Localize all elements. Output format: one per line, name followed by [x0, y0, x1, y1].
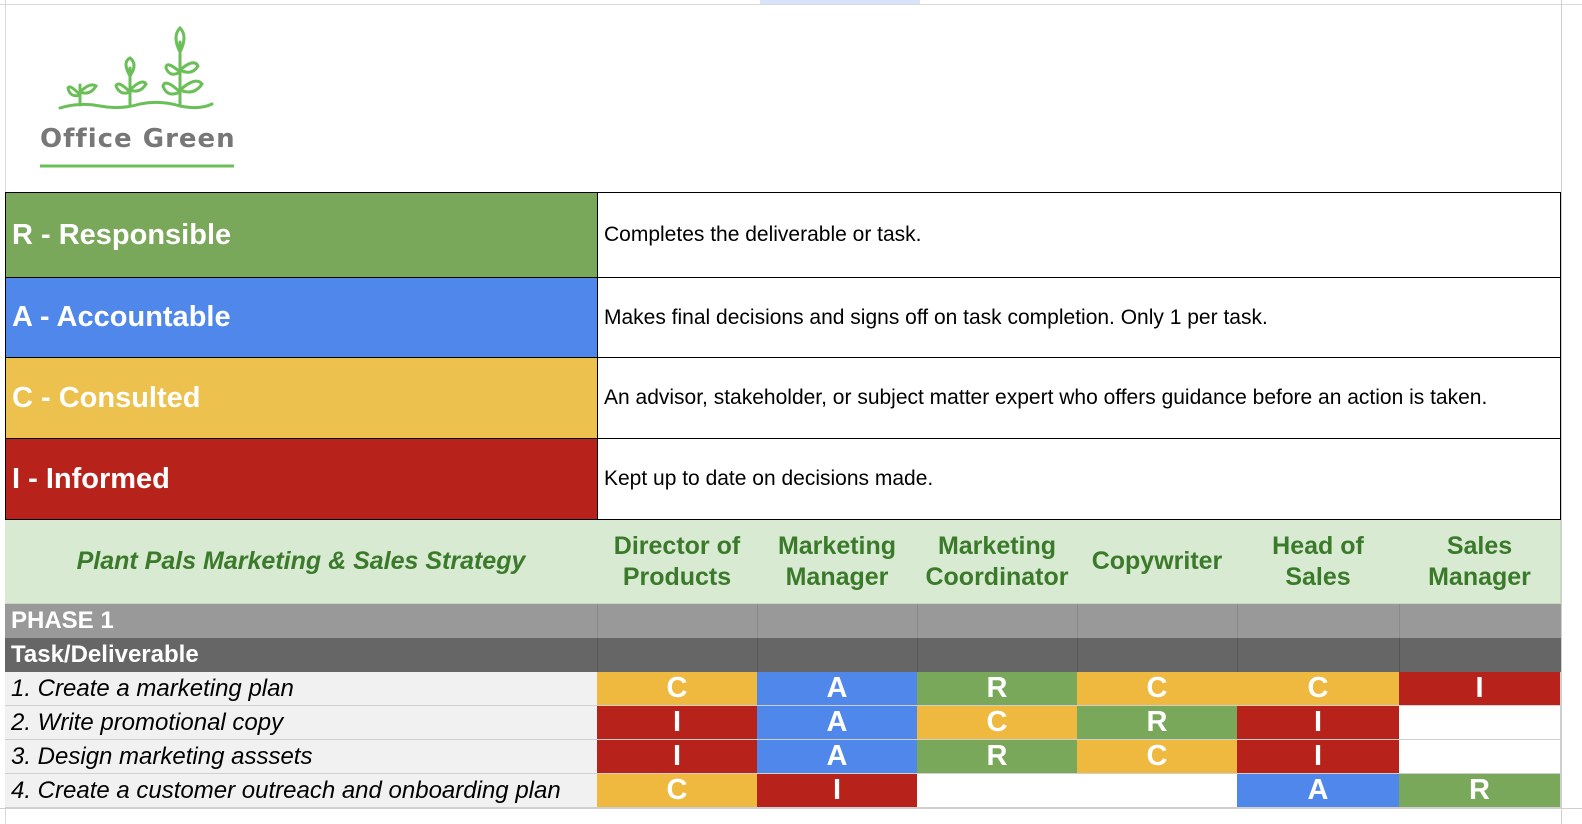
- raci-cell[interactable]: R: [1399, 774, 1561, 808]
- raci-cell[interactable]: C: [1237, 672, 1400, 706]
- raci-cell[interactable]: A: [1237, 774, 1400, 808]
- raci-cell[interactable]: I: [1237, 706, 1400, 740]
- top-grid-line: [0, 4, 1582, 5]
- role-header-director-of-products: Director of Products: [597, 520, 758, 604]
- raci-cell[interactable]: I: [1237, 740, 1400, 774]
- raci-cell[interactable]: C: [1077, 672, 1238, 706]
- raci-cell[interactable]: C: [917, 706, 1078, 740]
- task-header-dividers: [597, 638, 1561, 672]
- legend-desc-informed: Kept up to date on decisions made.: [597, 438, 1561, 520]
- task-name[interactable]: 2. Write promotional copy: [5, 706, 598, 740]
- task-name[interactable]: 4. Create a customer outreach and onboar…: [5, 774, 598, 808]
- raci-cell[interactable]: I: [1399, 672, 1561, 706]
- legend-desc-responsible: Completes the deliverable or task.: [597, 192, 1561, 278]
- role-header-marketing-coordinator: Marketing Coordinator: [917, 520, 1078, 604]
- raci-cell[interactable]: I: [597, 740, 758, 774]
- raci-cell[interactable]: [1399, 740, 1561, 774]
- task-deliverable-header: Task/Deliverable: [5, 638, 1561, 672]
- raci-cell[interactable]: R: [917, 740, 1078, 774]
- raci-cell[interactable]: [1399, 706, 1561, 740]
- phase-label: PHASE 1: [5, 604, 1561, 638]
- raci-cell[interactable]: A: [757, 740, 918, 774]
- column-selection-hint: [760, 0, 920, 4]
- raci-cell[interactable]: R: [1077, 706, 1238, 740]
- role-header-head-of-sales: Head of Sales: [1237, 520, 1400, 604]
- legend-key-consulted: C - Consulted: [5, 357, 598, 439]
- project-title: Plant Pals Marketing & Sales Strategy: [5, 520, 598, 604]
- right-grid-line: [1561, 0, 1562, 824]
- raci-cell[interactable]: A: [757, 672, 918, 706]
- raci-cell[interactable]: C: [1077, 740, 1238, 774]
- raci-cell[interactable]: R: [917, 672, 1078, 706]
- raci-cell[interactable]: I: [757, 774, 918, 808]
- task-name[interactable]: 3. Design marketing asssets: [5, 740, 598, 774]
- raci-cell[interactable]: C: [597, 672, 758, 706]
- legend-key-informed: I - Informed: [5, 438, 598, 520]
- legend-desc-accountable: Makes final decisions and signs off on t…: [597, 277, 1561, 358]
- raci-cell[interactable]: [917, 774, 1078, 808]
- task-name[interactable]: 1. Create a marketing plan: [5, 672, 598, 706]
- raci-cell[interactable]: C: [597, 774, 758, 808]
- legend-key-accountable: A - Accountable: [5, 277, 598, 358]
- role-header-marketing-manager: Marketing Manager: [757, 520, 918, 604]
- plant-logo-icon: [40, 25, 234, 168]
- legend-key-responsible: R - Responsible: [5, 192, 598, 278]
- bottom-grid-line: [0, 808, 1582, 809]
- logo-text: Office Green: [40, 124, 236, 154]
- raci-cell[interactable]: A: [757, 706, 918, 740]
- role-header-sales-manager: Sales Manager: [1399, 520, 1561, 604]
- raci-cell[interactable]: [1077, 774, 1238, 808]
- legend-desc-consulted: An advisor, stakeholder, or subject matt…: [597, 357, 1561, 439]
- raci-cell[interactable]: I: [597, 706, 758, 740]
- role-header-copywriter: Copywriter: [1077, 520, 1238, 604]
- logo: Office Green: [20, 20, 260, 180]
